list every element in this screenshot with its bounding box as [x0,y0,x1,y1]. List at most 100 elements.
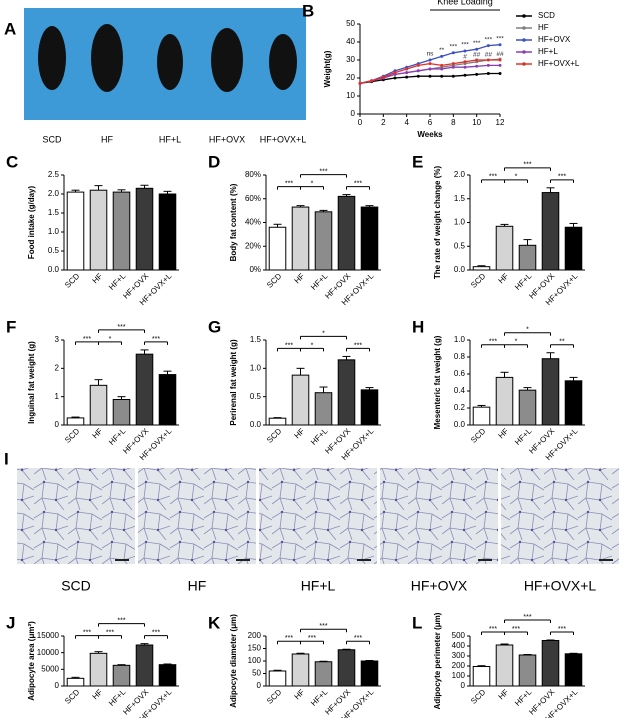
x-axis-label: Weeks [417,130,443,139]
significance-label: *** [285,342,293,349]
x-tick-label: SCD [469,271,487,289]
point [498,72,502,75]
panel-label: D [208,152,220,171]
x-tick-label: 10 [472,118,481,127]
y-tick-label: 0.0 [48,265,60,274]
bar [314,392,333,426]
bar [518,389,537,426]
histology-image [259,468,377,564]
group-label: HF [188,578,207,594]
bar [135,353,154,426]
x-tick-label: SCD [63,687,81,705]
y-tick-label: 0.0 [454,420,466,429]
significance-label: *** [489,339,497,346]
group-label: HF+L [301,578,336,594]
histology-image [138,468,256,564]
significance-label: *** [523,614,531,621]
point [428,67,432,71]
bar [337,359,356,426]
point [358,81,362,85]
point [463,73,467,77]
x-tick-label: HF+L [309,271,330,292]
y-tick-label: 1.0 [454,335,466,344]
panel-label: G [208,317,221,336]
bar [89,652,108,687]
significance-label: *** [450,44,458,51]
bar [158,664,177,687]
significance-label: * [526,327,529,334]
bar [268,226,287,271]
bar [564,653,583,687]
panel-label: L [412,613,422,632]
significance-label: *** [152,630,160,637]
y-tick-label: 60% [245,194,261,203]
x-tick-label: HF+L [309,426,330,447]
y-tick-label: 0 [55,420,60,429]
point [393,71,397,75]
bar [472,266,491,271]
significance-label: ## [496,51,504,58]
y-tick-label: 5000 [41,664,59,673]
legend-marker [522,26,526,30]
y-tick-label: 30 [346,55,355,64]
significance-label: *** [558,174,566,181]
x-tick-label: 8 [451,118,456,127]
significance-label: * [311,342,314,349]
significance-label: *** [485,36,493,43]
x-tick-label: HF [292,687,306,701]
x-tick-label: SCD [265,426,283,444]
x-tick-label: 12 [496,118,505,127]
point [475,58,479,62]
mice [38,24,297,92]
legend-label: HF+OVX+L [538,59,580,68]
bar [135,187,154,271]
legend-label: HF [538,23,549,32]
y-axis-label: Perirenal fat weight (g) [229,339,238,426]
bar [541,192,560,271]
significance-label: *** [285,635,293,642]
bar [112,399,131,426]
bar [541,640,560,687]
significance-label: * [311,180,314,187]
y-tick-label: 80% [245,170,261,179]
significance-label: *** [558,626,566,633]
point [440,54,444,58]
bar [541,358,560,426]
bar [89,189,108,271]
y-tick-label: 20 [346,73,355,82]
significance-label: *** [523,162,531,169]
y-tick-label: 0.5 [250,392,262,401]
point [405,67,409,71]
y-tick-label: 100 [452,671,466,680]
bar [495,376,514,426]
y-axis-label: Food intake (g/day) [27,186,36,260]
legend-marker [522,38,526,42]
y-tick-label: 1 [55,392,60,401]
y-tick-label: 1.0 [48,227,60,236]
y-tick-label: 0% [249,265,261,274]
y-tick-label: 1.0 [454,218,466,227]
point [475,72,479,76]
y-tick-label: 1.5 [454,194,466,203]
x-tick-label: HF [496,271,510,285]
bar [135,644,154,687]
x-tick-label: SCD [63,271,81,289]
y-tick-label: 1.5 [48,208,60,217]
y-tick-label: 0.4 [454,386,466,395]
legend-label: HF+OVX [538,35,571,44]
bar [158,374,177,426]
y-axis-label: Adipocyte diameter (μm) [229,614,238,708]
histology-image [17,468,135,564]
group-label: HF [101,134,113,144]
significance-label: *** [473,40,481,47]
y-axis-label: Weight(g) [323,50,332,87]
y-tick-label: 150 [248,644,262,653]
bar [268,670,287,687]
y-tick-label: 0.2 [454,403,466,412]
y-tick-label: 0 [55,681,60,690]
bar [66,677,85,687]
x-tick-label: HF [496,426,510,440]
annotation: Knee Loading [437,0,493,6]
